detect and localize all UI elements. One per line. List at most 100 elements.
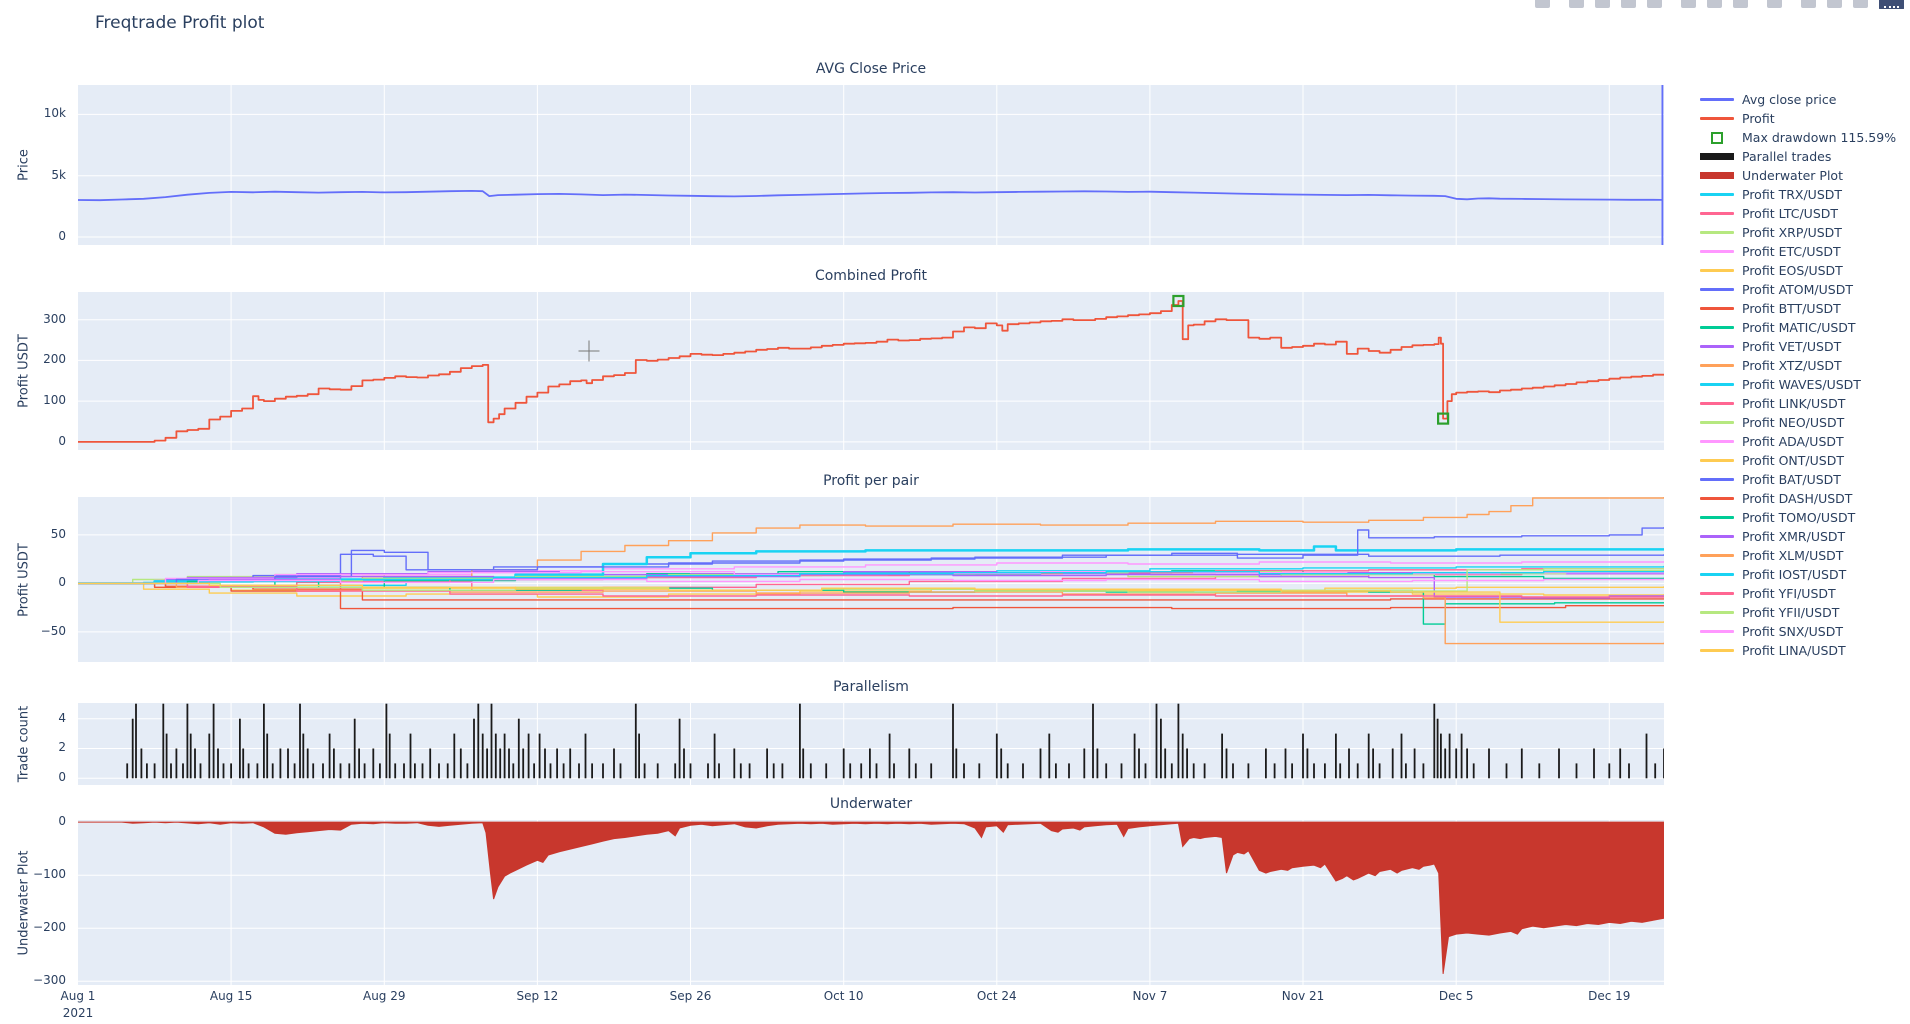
legend-item-profit-lina-usdt[interactable]: Profit LINA/USDT: [1700, 641, 1896, 660]
legend-item-profit-iost-usdt[interactable]: Profit IOST/USDT: [1700, 565, 1896, 584]
gridlines: [78, 497, 1664, 662]
legend-label: Profit BTT/USDT: [1742, 301, 1841, 316]
series-profit-yfii-usdt: [78, 567, 1664, 593]
legend-item-profit-link-usdt[interactable]: Profit LINK/USDT: [1700, 394, 1896, 413]
y-tick-label: 0: [58, 229, 66, 244]
legend-label: Profit TOMO/USDT: [1742, 510, 1856, 525]
legend-item-profit-ltc-usdt[interactable]: Profit LTC/USDT: [1700, 204, 1896, 223]
legend-line-swatch-icon: [1700, 153, 1734, 160]
x-tick-label: Sep 12: [516, 989, 559, 1003]
legend-item-profit-etc-usdt[interactable]: Profit ETC/USDT: [1700, 242, 1896, 261]
legend-line-swatch-icon: [1700, 497, 1734, 500]
legend-item-profit-yfii-usdt[interactable]: Profit YFII/USDT: [1700, 603, 1896, 622]
series-profit-snx-usdt: [78, 578, 1664, 585]
spikelines-icon[interactable]: [1801, 0, 1816, 8]
legend-item-profit-vet-usdt[interactable]: Profit VET/USDT: [1700, 337, 1896, 356]
legend-label: Profit TRX/USDT: [1742, 187, 1843, 202]
subplot-title-avg-close-price: AVG Close Price: [815, 61, 927, 77]
lasso-select-icon[interactable]: [1647, 0, 1662, 8]
subplot-parallelism[interactable]: [78, 703, 1664, 785]
legend-line-swatch-icon: [1700, 383, 1734, 386]
legend-item-profit-snx-usdt[interactable]: Profit SNX/USDT: [1700, 622, 1896, 641]
legend-label: Max drawdown 115.59%: [1742, 130, 1897, 145]
zoom-out-icon[interactable]: [1707, 0, 1722, 8]
legend-item-profit-ada-usdt[interactable]: Profit ADA/USDT: [1700, 432, 1896, 451]
max-drawdown-square-icon: [1700, 131, 1734, 145]
legend-label: Profit MATIC/USDT: [1742, 320, 1856, 335]
legend-item-profit-yfi-usdt[interactable]: Profit YFI/USDT: [1700, 584, 1896, 603]
legend-item-profit-eos-usdt[interactable]: Profit EOS/USDT: [1700, 261, 1896, 280]
legend-item-profit-xlm-usdt[interactable]: Profit XLM/USDT: [1700, 546, 1896, 565]
legend-item-profit-ont-usdt[interactable]: Profit ONT/USDT: [1700, 451, 1896, 470]
legend-label: Profit LINK/USDT: [1742, 396, 1846, 411]
series-profit-xmr-usdt: [78, 573, 1664, 599]
subplot-profit-per-pair[interactable]: [78, 497, 1664, 662]
legend-item-profit-dash-usdt[interactable]: Profit DASH/USDT: [1700, 489, 1896, 508]
series-avg-close-price: [78, 190, 1662, 202]
series-profit-link-usdt: [78, 568, 1664, 587]
legend-item-profit-btt-usdt[interactable]: Profit BTT/USDT: [1700, 299, 1896, 318]
legend-item-profit-neo-usdt[interactable]: Profit NEO/USDT: [1700, 413, 1896, 432]
y-tick-label: 0: [58, 770, 66, 785]
x-tick-label: Dec 19: [1588, 989, 1631, 1003]
y-axis-label-underwater: Underwater Plot: [16, 849, 32, 956]
legend-label: Profit IOST/USDT: [1742, 567, 1847, 582]
legend-line-swatch-icon: [1700, 573, 1734, 576]
zoom-in-icon[interactable]: [1681, 0, 1696, 8]
y-tick-label: 5k: [51, 167, 66, 182]
legend-item-profit-tomo-usdt[interactable]: Profit TOMO/USDT: [1700, 508, 1896, 527]
gridlines: [78, 85, 1664, 245]
y-tick-label: 100: [43, 393, 66, 408]
x-tick-label: Nov 21: [1281, 989, 1325, 1003]
legend-item-profit-xtz-usdt[interactable]: Profit XTZ/USDT: [1700, 356, 1896, 375]
legend-line-swatch-icon: [1700, 172, 1734, 179]
box-select-icon[interactable]: [1621, 0, 1636, 8]
pan-icon[interactable]: [1595, 0, 1610, 8]
legend-item-avg-close-price[interactable]: Avg close price: [1700, 90, 1896, 109]
legend-label: Profit XRP/USDT: [1742, 225, 1842, 240]
legend-line-swatch-icon: [1700, 402, 1734, 405]
y-tick-label: −100: [33, 867, 66, 882]
hover-compare-icon[interactable]: [1853, 0, 1868, 8]
legend-line-swatch-icon: [1700, 326, 1734, 329]
max-drawdown-marker: [1436, 412, 1450, 425]
legend-item-profit-xmr-usdt[interactable]: Profit XMR/USDT: [1700, 527, 1896, 546]
page-title: Freqtrade Profit plot: [95, 13, 265, 33]
legend-item-parallel-trades[interactable]: Parallel trades: [1700, 147, 1896, 166]
zoom-icon[interactable]: [1569, 0, 1584, 8]
y-tick-label: −300: [33, 973, 66, 988]
autoscale-icon[interactable]: [1733, 0, 1748, 8]
legend-item-profit-waves-usdt[interactable]: Profit WAVES/USDT: [1700, 375, 1896, 394]
legend-item-underwater-plot[interactable]: Underwater Plot: [1700, 166, 1896, 185]
legend-item-profit-matic-usdt[interactable]: Profit MATIC/USDT: [1700, 318, 1896, 337]
hover-closest-icon[interactable]: [1827, 0, 1842, 8]
legend-line-swatch-icon: [1700, 307, 1734, 310]
x-tick-label: Sep 26: [669, 989, 712, 1003]
series-profit-lina-usdt: [78, 582, 1664, 623]
legend-item-profit-xrp-usdt[interactable]: Profit XRP/USDT: [1700, 223, 1896, 242]
x-tick-label: Dec 5: [1438, 989, 1474, 1003]
legend-line-swatch-icon: [1700, 459, 1734, 462]
legend-line-swatch-icon: [1700, 231, 1734, 234]
y-tick-label: 10k: [43, 106, 66, 121]
y-tick-label: 50: [50, 526, 66, 541]
legend-line-swatch-icon: [1700, 117, 1734, 120]
legend-item-profit-bat-usdt[interactable]: Profit BAT/USDT: [1700, 470, 1896, 489]
legend-item-profit-atom-usdt[interactable]: Profit ATOM/USDT: [1700, 280, 1896, 299]
legend-line-swatch-icon: [1700, 554, 1734, 557]
gridlines: [78, 292, 1664, 450]
camera-icon[interactable]: [1535, 0, 1550, 8]
subplot-avg-close-price[interactable]: [78, 85, 1664, 245]
legend-item-max-drawdown-115-59-[interactable]: Max drawdown 115.59%: [1700, 128, 1896, 147]
reset-axes-icon[interactable]: [1767, 0, 1782, 8]
legend-label: Underwater Plot: [1742, 168, 1843, 183]
subplot-underwater[interactable]: [78, 820, 1664, 985]
subplot-combined-profit[interactable]: [78, 292, 1664, 450]
series-profit-yfi-usdt: [78, 582, 1664, 598]
legend-item-profit[interactable]: Profit: [1700, 109, 1896, 128]
legend-label: Profit DASH/USDT: [1742, 491, 1853, 506]
legend-label: Profit YFI/USDT: [1742, 586, 1836, 601]
plotly-logo[interactable]: [1879, 0, 1904, 9]
legend-item-profit-trx-usdt[interactable]: Profit TRX/USDT: [1700, 185, 1896, 204]
legend-line-swatch-icon: [1700, 345, 1734, 348]
